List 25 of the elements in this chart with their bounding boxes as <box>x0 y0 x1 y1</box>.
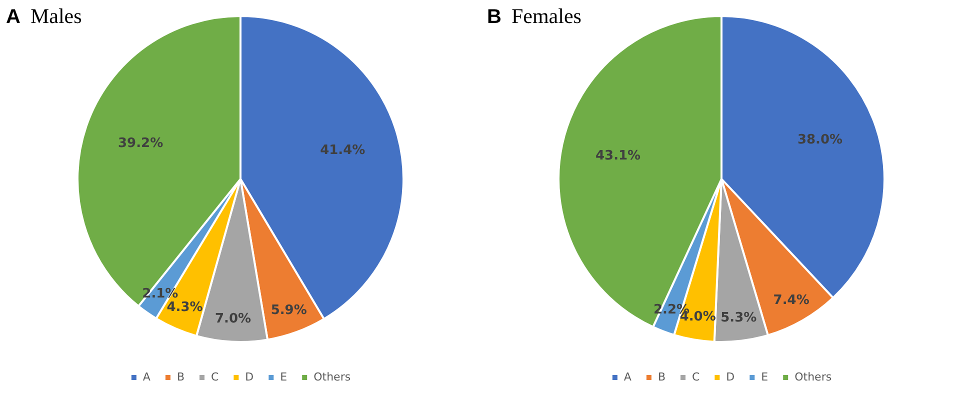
legend-label: C <box>211 370 220 384</box>
legend-label: A <box>624 370 632 384</box>
legend-label: Others <box>794 370 832 384</box>
data-label: 41.4% <box>320 143 366 158</box>
legend-label: C <box>692 370 700 384</box>
data-label: 4.3% <box>166 300 203 316</box>
data-label: 38.0% <box>797 132 843 148</box>
data-label: 43.1% <box>595 148 641 164</box>
legend-label: E <box>761 370 768 384</box>
data-label: 7.0% <box>214 311 252 326</box>
legend-label: E <box>280 370 288 384</box>
data-label: 7.4% <box>773 292 810 308</box>
data-label: 5.9% <box>270 302 307 318</box>
legend-label: Others <box>314 370 351 384</box>
legend-label: A <box>142 370 151 384</box>
legend-label: B <box>176 370 185 384</box>
chart-title: Females <box>511 4 582 28</box>
data-label: 5.3% <box>720 310 757 326</box>
text: B <box>487 6 502 28</box>
legend-label: B <box>658 370 666 384</box>
legend-label: D <box>726 370 735 384</box>
legend-label: D <box>245 370 254 384</box>
text: A <box>6 6 20 28</box>
data-label: 39.2% <box>118 136 164 152</box>
chart-title: Males <box>30 4 82 28</box>
